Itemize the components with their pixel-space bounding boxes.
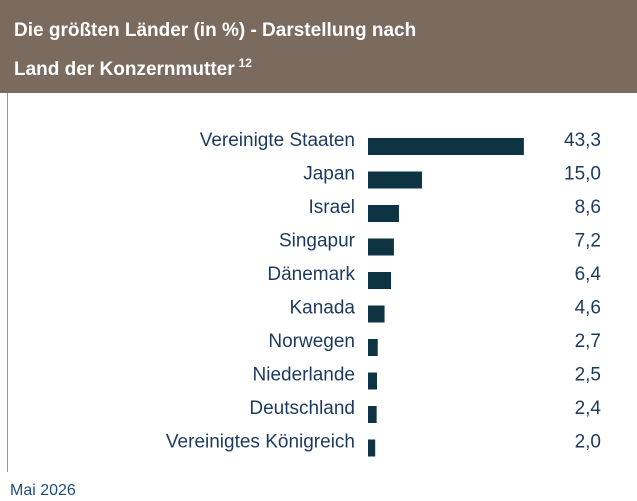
bar: [368, 272, 392, 289]
bar: [368, 372, 377, 390]
value-label: 7,2: [575, 231, 601, 252]
category-label: Israel: [309, 197, 355, 218]
bar: [368, 305, 385, 323]
category-label: Kanada: [289, 298, 355, 319]
category-label: Vereinigte Staaten: [200, 130, 355, 151]
bar: [368, 138, 524, 155]
value-label: 2,4: [575, 398, 602, 419]
category-label: Singapur: [279, 231, 356, 252]
chart-title: Die größten Länder (in %) - Darstellung …: [14, 20, 416, 41]
value-label: 8,6: [575, 197, 601, 218]
category-label: Dänemark: [267, 264, 355, 285]
value-label: 15,0: [564, 164, 601, 185]
bar: [368, 439, 376, 457]
value-label: 6,4: [575, 264, 602, 285]
bar: [368, 238, 394, 256]
title-superscript: 12: [239, 56, 253, 70]
category-label: Deutschland: [249, 398, 355, 419]
bar: [368, 406, 377, 423]
header-band: [0, 0, 637, 93]
bar: [368, 205, 399, 222]
chart-title-line2: Land der Konzernmutter 12: [14, 56, 252, 80]
value-label: 2,5: [575, 365, 601, 386]
footer: Mai 2026: [10, 482, 76, 499]
category-label: Vereinigtes Königreich: [166, 432, 355, 453]
title-text: Land der Konzernmutter: [14, 59, 235, 80]
value-label: 2,0: [575, 432, 601, 453]
value-label: 43,3: [564, 130, 601, 151]
category-label: Norwegen: [268, 331, 355, 352]
value-label: 2,7: [575, 331, 601, 352]
bar: [368, 171, 422, 189]
bar: [368, 339, 378, 356]
category-label: Niederlande: [253, 365, 355, 386]
value-label: 4,6: [575, 298, 601, 319]
category-label: Japan: [303, 164, 355, 185]
